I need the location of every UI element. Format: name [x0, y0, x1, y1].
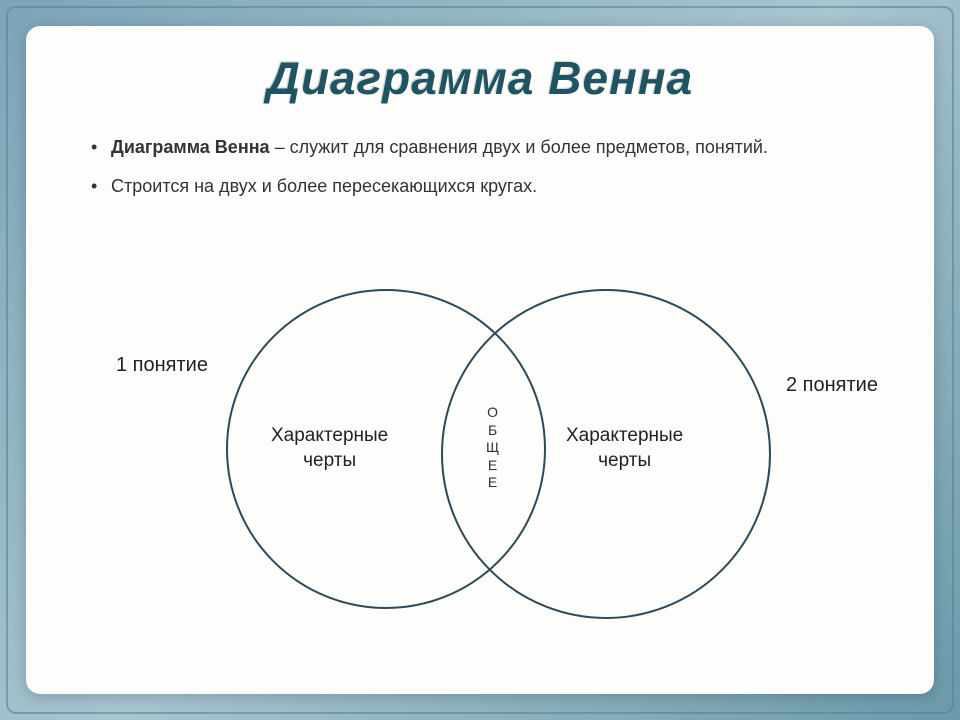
label-line: черты [598, 450, 651, 471]
bullet-item: Диаграмма Венна – служит для сравнения д… [91, 135, 894, 160]
venn-outer-label-right: 2 понятие [786, 374, 878, 397]
venn-outer-label-left: 1 понятие [116, 354, 208, 377]
bullet-bold: Диаграмма Венна [111, 137, 270, 157]
venn-center-label: ОБЩЕЕ [486, 404, 500, 492]
bullet-text: – служит для сравнения двух и более пред… [270, 137, 768, 157]
venn-diagram: 1 понятие 2 понятие Характерные черты Ха… [66, 239, 894, 639]
label-line: Характерные [566, 425, 683, 446]
venn-inner-label-left: Характерные черты [271, 424, 388, 473]
page-title: Диаграмма Венна [66, 51, 894, 105]
bullet-list: Диаграмма Венна – служит для сравнения д… [66, 135, 894, 199]
bullet-item: Строится на двух и более пересекающихся … [91, 174, 894, 199]
label-line: Характерные [271, 425, 388, 446]
slide-frame: Диаграмма Венна Диаграмма Венна – служит… [26, 26, 934, 694]
label-line: черты [303, 450, 356, 471]
venn-inner-label-right: Характерные черты [566, 424, 683, 473]
bullet-text: Строится на двух и более пересекающихся … [111, 176, 537, 196]
